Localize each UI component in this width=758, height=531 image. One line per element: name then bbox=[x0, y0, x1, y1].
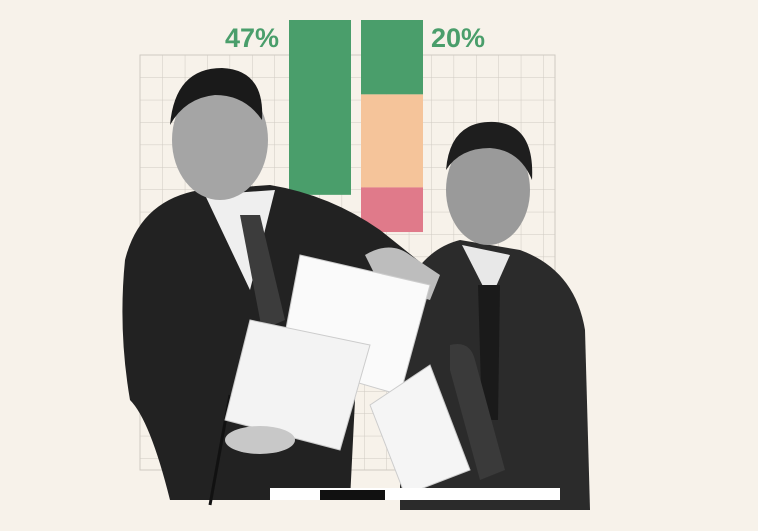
bars: 47% 20% bbox=[225, 20, 485, 233]
bar-segment bbox=[361, 20, 423, 95]
value-label: 20% bbox=[431, 23, 485, 53]
papers bbox=[224, 254, 471, 496]
bar-segment bbox=[361, 94, 423, 188]
value-label: 47% bbox=[225, 23, 279, 53]
bar-segment bbox=[289, 20, 351, 195]
base-block bbox=[320, 490, 385, 500]
base-strip bbox=[270, 488, 560, 500]
